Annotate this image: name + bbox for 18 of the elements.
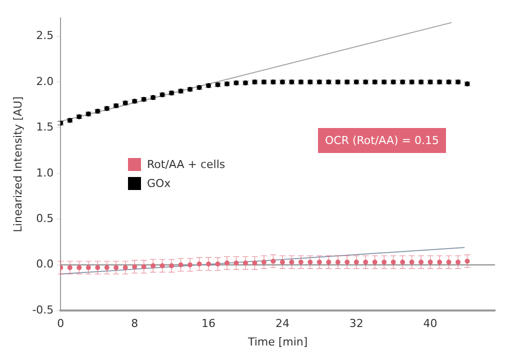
y-tick-label: 0.5 — [36, 212, 54, 226]
y-axis-title: Linearized Intensity [AU] — [11, 96, 24, 232]
legend-label: Rot/AA + cells — [147, 158, 226, 171]
x-tick-label: 40 — [423, 317, 438, 330]
legend-label: GOx — [147, 177, 171, 190]
y-tick-label: 1.0 — [36, 166, 54, 180]
y-tick-label: 0.0 — [36, 258, 54, 271]
annotation: OCR (Rot/AA) = 0.15 — [318, 128, 446, 153]
x-tick-label: 24 — [275, 317, 290, 330]
x-tick-label: 16 — [202, 317, 216, 330]
y-tick-label: 1.5 — [36, 120, 54, 134]
x-tick-label: 32 — [349, 317, 364, 330]
x-tick-label: 8 — [131, 317, 138, 330]
x-axis-title: Time [min] — [246, 335, 308, 348]
x-tick-label: 0 — [57, 317, 64, 330]
y-tick-label: 2.0 — [36, 74, 54, 88]
y-tick-label: -0.5 — [32, 303, 54, 316]
y-tick-label: 2.5 — [36, 29, 54, 42]
